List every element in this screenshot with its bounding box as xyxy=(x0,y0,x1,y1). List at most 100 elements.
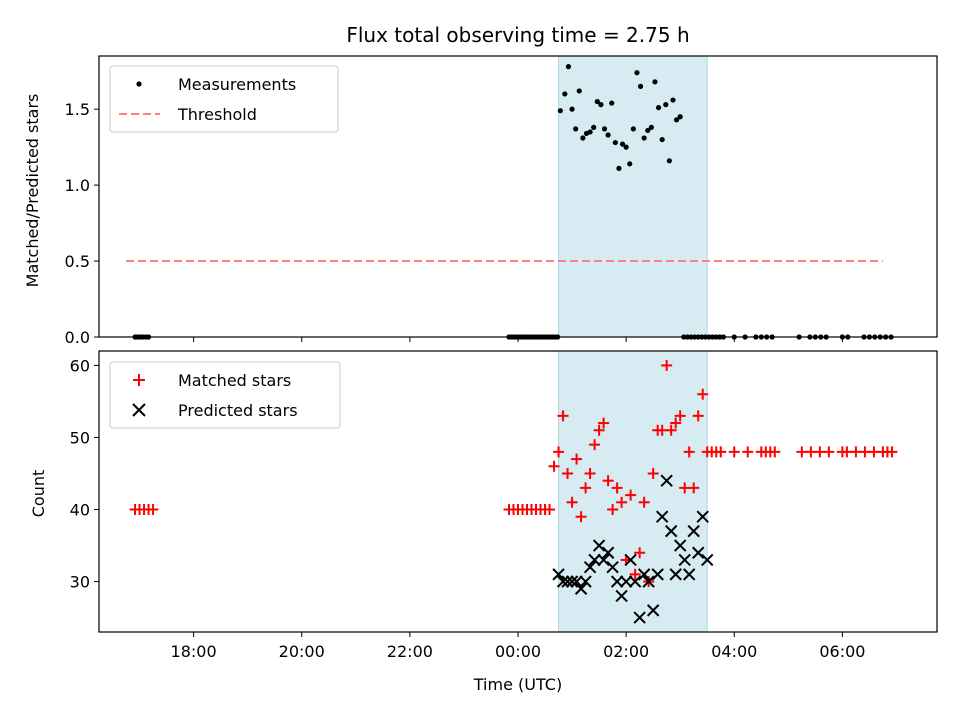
predicted-star-point xyxy=(660,474,673,487)
top-legend-box xyxy=(109,65,339,133)
matched-star-point xyxy=(688,482,700,494)
bottom-x-tick-label: 02:00 xyxy=(603,642,649,661)
measurement-point xyxy=(605,132,611,138)
top-plot-frame xyxy=(98,55,938,338)
predicted-star-point xyxy=(633,611,646,624)
predicted-star-point xyxy=(669,568,682,581)
measurement-point xyxy=(612,139,618,146)
predicted-star-point xyxy=(556,575,570,588)
matched-star-point xyxy=(598,417,610,429)
measurement-point xyxy=(591,124,597,130)
matched-star-point xyxy=(544,504,556,516)
predicted-star-point xyxy=(664,524,678,538)
measurement-point xyxy=(569,106,575,112)
legend-matched-marker xyxy=(133,374,145,386)
bottom-legend: Matched stars Predicted stars xyxy=(109,361,341,429)
matched-star-point xyxy=(661,359,673,371)
predicted-star-point xyxy=(678,553,691,567)
bottom-x-tick-label: 00:00 xyxy=(495,642,541,661)
top-legend: Measurements Threshold xyxy=(109,65,339,133)
bottom-x-tick-label: 04:00 xyxy=(711,642,757,661)
bottom-plot-panel: 30 40 50 60 18:00 20:00 22:00 00:00 02:00 04:00 0… xyxy=(29,350,938,694)
predicted-star-point xyxy=(701,553,714,567)
measurement-point xyxy=(573,126,579,132)
measurement-point xyxy=(655,105,662,111)
top-y-axis-label: Matched/Predicted stars xyxy=(23,94,42,288)
predicted-star-point xyxy=(583,560,597,574)
predicted-star-point xyxy=(619,575,633,588)
measurement-point xyxy=(670,97,676,103)
predicted-star-point xyxy=(696,510,709,523)
predicted-star-point xyxy=(552,568,565,581)
predicted-star-point xyxy=(561,575,574,588)
matched-star-point xyxy=(557,410,569,422)
bottom-y-tick-label: 40 xyxy=(70,501,90,520)
predicted-star-point xyxy=(642,575,655,588)
matched-star-point xyxy=(634,547,646,559)
matched-star-point xyxy=(566,496,578,508)
top-x-ticks xyxy=(193,337,843,342)
predicted-star-point xyxy=(610,575,624,588)
matched-star-point xyxy=(625,489,637,501)
matched-star-point xyxy=(611,482,623,494)
matched-star-point xyxy=(629,568,641,580)
matched-star-point xyxy=(674,410,686,422)
legend-threshold-label: Threshold xyxy=(177,105,257,124)
measurement-point xyxy=(601,126,608,132)
bottom-x-tick-label: 22:00 xyxy=(387,642,433,661)
measurement-point xyxy=(619,141,626,147)
matched-star-point xyxy=(607,504,619,516)
bottom-x-ticks: 18:00 20:00 22:00 00:00 02:00 04:00 06:00 xyxy=(171,632,865,661)
matched-star-point xyxy=(589,439,601,451)
matched-star-point xyxy=(728,446,740,458)
predicted-star-point xyxy=(646,604,660,617)
measurement-point xyxy=(677,114,683,120)
bottom-plot-frame xyxy=(98,350,938,633)
top-plot-panel: 0.0 0.5 1.0 1.5 Matched/Predicted stars Mea… xyxy=(23,55,938,347)
predicted-star-point xyxy=(637,568,651,581)
bottom-y-axis-label: Count xyxy=(29,470,48,518)
matched-star-point xyxy=(683,446,695,458)
bottom-y-tick-label: 60 xyxy=(70,356,90,375)
matched-star-point xyxy=(580,482,592,494)
bottom-x-tick-label: 18:00 xyxy=(171,642,217,661)
predicted-star-point xyxy=(574,582,588,595)
matched-star-point xyxy=(715,446,727,458)
legend-predicted-marker xyxy=(132,403,146,417)
predicted-star-point xyxy=(606,560,619,574)
predicted-star-point xyxy=(565,575,579,588)
top-y-tick-label: 0.0 xyxy=(65,328,90,347)
predicted-star-point xyxy=(592,539,606,552)
legend-predicted-label: Predicted stars xyxy=(178,401,298,420)
predicted-star-point xyxy=(651,568,664,581)
measurement-point xyxy=(623,144,629,150)
predicted-star-point xyxy=(588,553,601,567)
predicted-star-point xyxy=(624,553,637,567)
measurement-point xyxy=(627,161,633,167)
measurement-point xyxy=(562,91,568,97)
legend-measurements-label: Measurements xyxy=(178,75,296,94)
predicted-star-point xyxy=(615,589,628,603)
measurement-point xyxy=(557,108,563,114)
predicted-star-point xyxy=(628,575,642,588)
matched-star-point xyxy=(548,460,560,472)
measurement-point xyxy=(565,64,572,70)
matched-star-point xyxy=(697,388,709,400)
measurement-point xyxy=(630,126,636,132)
bottom-y-ticks: 30 40 50 60 xyxy=(70,356,99,592)
x-axis-label: Time (UTC) xyxy=(473,675,562,694)
matched-star-point xyxy=(575,511,587,523)
predicted-star-point xyxy=(579,575,592,588)
count-points xyxy=(129,359,898,624)
measurement-point xyxy=(609,100,615,106)
measurement-point xyxy=(594,98,600,105)
matched-star-point xyxy=(593,424,605,436)
matched-star-point xyxy=(571,453,583,465)
top-y-tick-label: 0.5 xyxy=(65,252,90,271)
bottom-x-tick-label: 20:00 xyxy=(279,642,325,661)
measurement-point xyxy=(598,102,604,108)
predicted-star-point xyxy=(692,546,705,559)
bottom-y-tick-label: 30 xyxy=(70,573,90,592)
measurement-point xyxy=(663,102,669,108)
